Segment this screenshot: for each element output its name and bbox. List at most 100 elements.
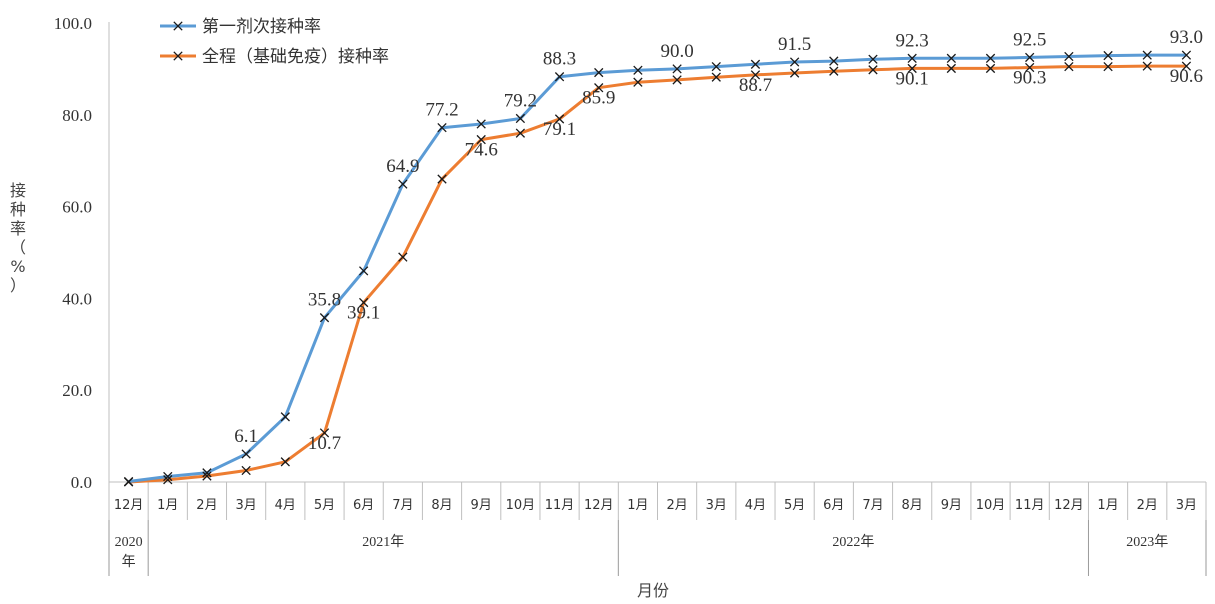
legend-label: 第一剂次接种率 <box>202 17 321 37</box>
data-point <box>554 72 565 82</box>
x-tick-label: 10月 <box>976 498 1006 513</box>
x-tick-label: 7月 <box>392 498 413 513</box>
x-tick-label: 2月 <box>196 498 217 513</box>
data-point <box>594 67 604 78</box>
x-tick-label: 8月 <box>431 498 452 513</box>
x-tick-label: 7月 <box>862 498 883 513</box>
x-tick-label: 1月 <box>157 498 178 513</box>
data-point <box>319 313 330 323</box>
data-label: 90.0 <box>660 41 693 62</box>
x-tick-label: 11月 <box>545 498 575 513</box>
data-point <box>672 64 682 74</box>
x-tick-label: 1月 <box>1097 498 1118 513</box>
data-label: 93.0 <box>1170 27 1203 48</box>
data-point <box>1025 62 1035 73</box>
data-point <box>202 468 212 478</box>
year-label: 2023年 <box>1126 534 1168 550</box>
data-markers <box>123 50 1192 487</box>
data-label: 10.7 <box>308 433 341 454</box>
series-line <box>128 53 1187 483</box>
x-tick-label: 12月 <box>584 498 614 513</box>
data-label: 79.1 <box>543 119 576 140</box>
x-tick-label: 2月 <box>1137 498 1158 513</box>
legend-marker <box>173 21 183 31</box>
data-point <box>750 59 761 69</box>
data-point <box>202 471 212 481</box>
y-axis-title: 接种率（%） <box>10 181 26 295</box>
data-point <box>594 83 604 93</box>
data-label: 74.6 <box>465 140 498 161</box>
data-point <box>789 57 800 67</box>
x-tick-label: 4月 <box>275 498 296 513</box>
x-tick-label: 1月 <box>627 498 648 513</box>
data-point <box>907 53 917 64</box>
year-label: 2021年 <box>362 534 404 550</box>
data-point <box>1142 50 1152 60</box>
data-point <box>1064 51 1074 62</box>
x-tick-label: 10月 <box>506 498 536 513</box>
data-point <box>476 119 486 129</box>
data-point <box>711 61 721 72</box>
x-tick-label: 8月 <box>902 498 923 513</box>
data-label: 88.7 <box>739 75 772 96</box>
data-label: 90.1 <box>896 68 929 89</box>
data-point <box>163 475 173 485</box>
data-label: 79.2 <box>504 90 537 111</box>
y-tick-label: 0.0 <box>71 473 92 492</box>
year-label: 2020 <box>115 535 143 550</box>
data-label: 77.2 <box>425 100 458 121</box>
data-point <box>163 471 173 482</box>
data-label: 35.8 <box>308 290 341 311</box>
data-point <box>985 63 996 74</box>
data-point <box>1025 52 1035 63</box>
x-tick-label: 6月 <box>353 498 374 513</box>
x-tick-label: 3月 <box>1176 498 1197 513</box>
data-point <box>515 128 526 138</box>
x-tick-label: 9月 <box>941 498 962 513</box>
data-label: 92.3 <box>896 30 929 51</box>
data-point <box>1181 50 1192 60</box>
x-tick-label: 9月 <box>471 498 492 513</box>
legend-label: 全程（基础免疫）接种率 <box>202 47 389 67</box>
y-tick-label: 40.0 <box>62 289 92 308</box>
y-axis-title-char: % <box>10 257 25 276</box>
data-point <box>868 54 878 64</box>
y-tick-label: 100.0 <box>54 14 92 33</box>
data-label: 64.9 <box>386 156 419 177</box>
y-axis-title-char: ） <box>10 276 26 295</box>
x-tick-label: 11月 <box>1015 498 1045 513</box>
data-point <box>280 457 290 467</box>
data-point <box>398 252 408 262</box>
x-tick-label: 2月 <box>666 498 687 513</box>
data-point <box>359 266 369 276</box>
data-point <box>437 122 447 133</box>
data-label: 92.5 <box>1013 29 1046 50</box>
x-tick-label: 3月 <box>706 498 727 513</box>
data-point <box>711 72 721 82</box>
data-label: 90.6 <box>1170 66 1203 87</box>
data-point <box>789 68 800 78</box>
x-tick-label: 3月 <box>235 498 256 513</box>
data-point <box>476 134 486 145</box>
y-tick-label: 60.0 <box>62 198 92 217</box>
series-line <box>128 64 1187 484</box>
data-point <box>359 297 369 308</box>
data-point <box>241 465 251 476</box>
y-tick-label: 20.0 <box>62 381 92 400</box>
data-point <box>398 179 408 189</box>
data-point <box>907 63 917 74</box>
data-label: 85.9 <box>582 88 615 109</box>
y-tick-label: 80.0 <box>62 106 92 125</box>
x-tick-label: 12月 <box>114 498 144 513</box>
data-label: 6.1 <box>234 426 258 447</box>
data-label: 39.1 <box>347 303 380 324</box>
data-label: 90.3 <box>1013 68 1046 89</box>
data-point <box>554 114 565 124</box>
data-point <box>1064 61 1074 72</box>
data-point <box>280 412 290 422</box>
data-point <box>829 56 839 66</box>
data-point <box>868 65 878 75</box>
data-point <box>633 65 643 75</box>
series-lines <box>128 53 1187 484</box>
